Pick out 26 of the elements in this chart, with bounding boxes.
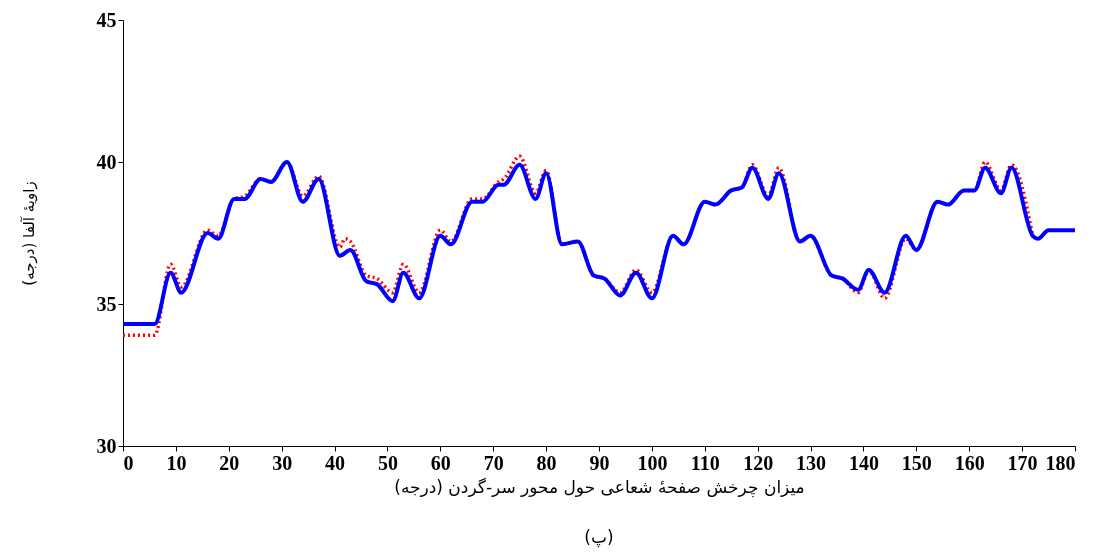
y-tick-label: 45 — [96, 8, 117, 31]
x-tick-label: 70 — [483, 451, 504, 474]
x-tick-label: 120 — [743, 451, 774, 474]
y-tick-label: 35 — [96, 292, 117, 315]
x-tick-label: 0 — [123, 451, 134, 474]
y-tick-label: 30 — [96, 434, 117, 457]
text: (پ) — [584, 527, 614, 548]
x-tick-label: 100 — [637, 451, 668, 474]
x-tick-label: 10 — [166, 451, 187, 474]
y-tick-label: 40 — [96, 150, 117, 173]
x-tick-label: 30 — [272, 451, 293, 474]
x-tick-label: 110 — [690, 451, 720, 474]
x-tick-label: 60 — [430, 451, 451, 474]
x-tick-label: 50 — [377, 451, 398, 474]
x-tick-label: 160 — [954, 451, 985, 474]
x-tick-label: 40 — [325, 451, 346, 474]
x-tick-label: 90 — [589, 451, 610, 474]
y-axis-title: زاویهٔ آلفا (درجه) — [19, 181, 38, 286]
x-tick-label: 20 — [219, 451, 240, 474]
x-tick-label: 180 — [1045, 451, 1076, 474]
x-axis-title: میزان چرخش صفحهٔ شعاعی حول محور سر-گردن (درجه) — [394, 476, 805, 498]
x-tick-label: 150 — [901, 451, 932, 474]
x-tick-label: 80 — [536, 451, 557, 474]
x-tick-label: 140 — [848, 451, 879, 474]
x-tick-label: 130 — [796, 451, 827, 474]
x-tick-label: 170 — [1007, 451, 1038, 474]
